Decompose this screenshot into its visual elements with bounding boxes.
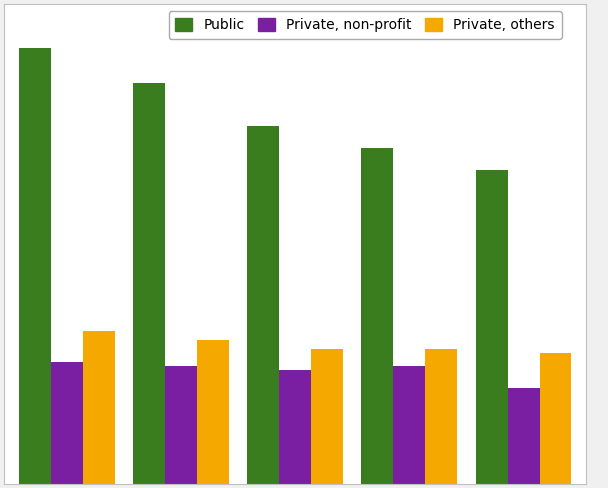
Bar [247, 126, 279, 484]
Bar [279, 370, 311, 484]
Bar [475, 170, 508, 484]
Bar [51, 362, 83, 484]
Bar [426, 348, 457, 484]
Bar [133, 82, 165, 484]
Bar [361, 148, 393, 484]
Bar [19, 48, 51, 484]
Bar [197, 340, 229, 484]
Legend: Public, Private, non-profit, Private, others: Public, Private, non-profit, Private, ot… [168, 11, 562, 39]
Bar [539, 353, 572, 484]
Bar [311, 348, 343, 484]
Bar [83, 331, 115, 484]
Bar [393, 366, 426, 484]
Bar [165, 366, 197, 484]
Bar [508, 388, 539, 484]
